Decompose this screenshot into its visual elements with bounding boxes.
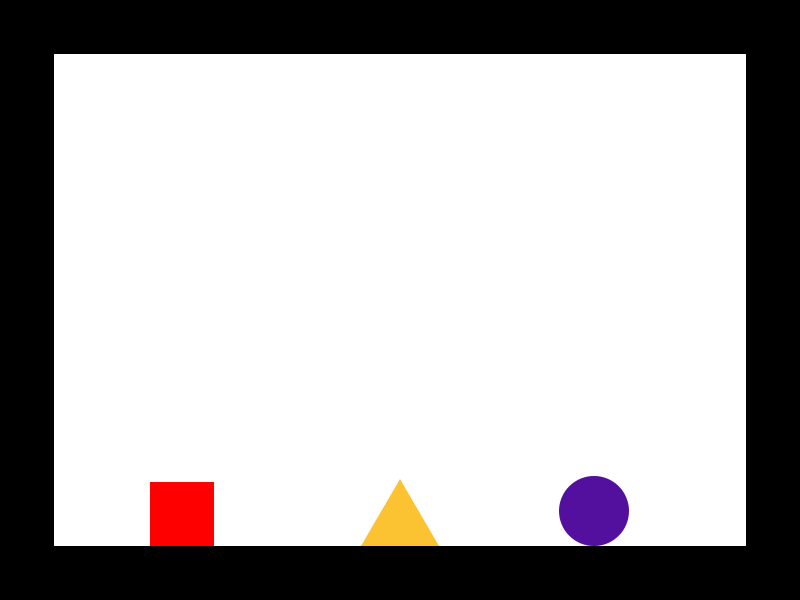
yellow-triangle: [361, 479, 439, 546]
white-canvas: [54, 54, 746, 546]
purple-circle: [559, 476, 629, 546]
red-square: [150, 482, 214, 546]
